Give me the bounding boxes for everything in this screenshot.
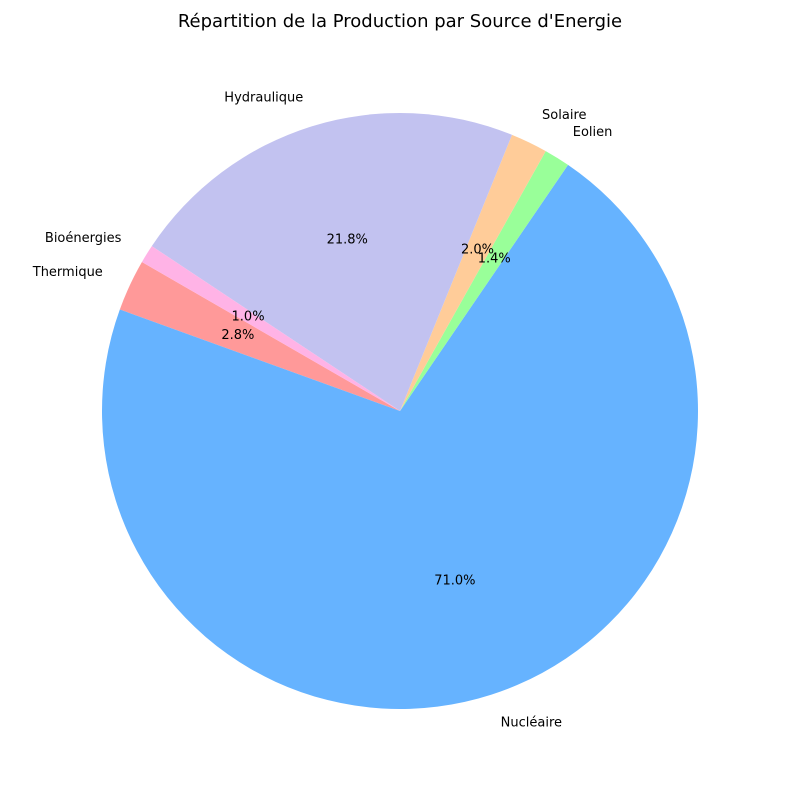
pie-slice: [151, 112, 513, 411]
pie-slice: [400, 151, 569, 412]
slice-percent-label: 1.0%: [232, 309, 265, 324]
slices-layer: [102, 112, 699, 710]
slice-label: Nucléaire: [501, 715, 562, 730]
slice-percent-label: 2.0%: [461, 242, 494, 257]
slice-percent-label: 71.0%: [434, 574, 475, 589]
slice-percent-label: 2.8%: [221, 328, 254, 343]
slice-label: Bioénergies: [45, 231, 122, 246]
slice-percent-label: 21.8%: [327, 233, 368, 248]
chart-title: Répartition de la Production par Source …: [177, 11, 623, 32]
pie-slice: [119, 262, 400, 411]
slice-label: Thermique: [32, 265, 103, 280]
pie-slice: [400, 134, 546, 411]
pie-slice: [102, 164, 699, 710]
labels-layer: Thermique 2.8% Nucléaire 71.0% Eolien 1.4% Sol…: [32, 90, 613, 730]
slice-label: Eolien: [573, 125, 613, 140]
slice-label: Solaire: [542, 108, 586, 123]
slice-label: Hydraulique: [224, 90, 303, 105]
pie-slice: [141, 246, 400, 411]
slice-percent-label: 1.4%: [478, 252, 511, 267]
